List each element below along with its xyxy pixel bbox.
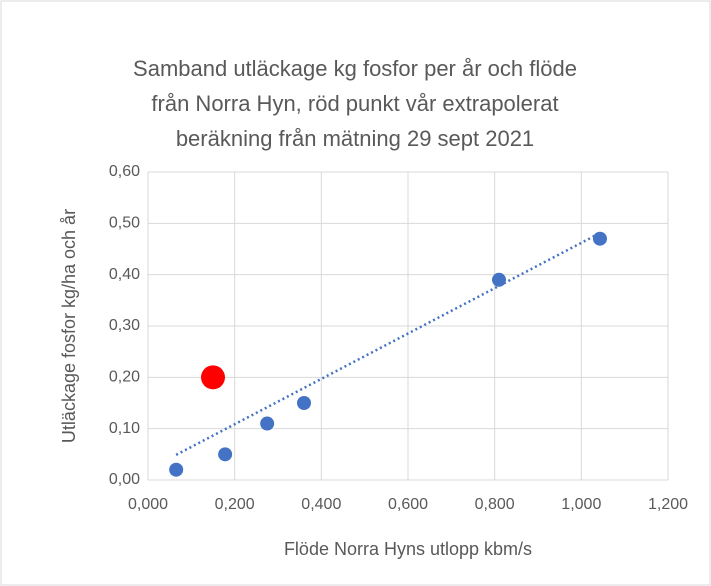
y-tick-label: 0,10 — [109, 420, 140, 437]
data-point — [592, 231, 607, 246]
x-axis-title: Flöde Norra Hyns utlopp kbm/s — [284, 539, 532, 559]
chart-title: Samband utläckage kg fosfor per år och f… — [133, 56, 577, 81]
data-point — [169, 462, 184, 477]
data-point — [297, 396, 311, 410]
x-tick-label: 0,800 — [475, 496, 515, 513]
y-axis-title: Utläckage fosfor kg/ha och år — [59, 209, 79, 443]
y-tick-label: 0,00 — [109, 471, 140, 488]
x-tick-label: 0,200 — [215, 496, 255, 513]
chart-title: beräkning från mätning 29 sept 2021 — [176, 126, 534, 151]
x-tick-label: 1,000 — [561, 496, 601, 513]
data-point — [260, 416, 275, 431]
x-tick-label: 0,000 — [128, 496, 168, 513]
x-tick-label: 0,400 — [301, 496, 341, 513]
y-tick-label: 0,20 — [109, 369, 140, 386]
y-tick-label: 0,40 — [109, 266, 140, 283]
x-tick-label: 1,200 — [648, 496, 688, 513]
data-point — [492, 272, 506, 287]
y-tick-label: 0,50 — [109, 215, 140, 232]
y-tick-label: 0,60 — [109, 163, 140, 180]
y-tick-label: 0,30 — [109, 317, 140, 334]
data-point — [218, 447, 233, 462]
chart-title: från Norra Hyn, röd punkt vår extrapoler… — [151, 91, 558, 116]
x-tick-label: 0,600 — [388, 496, 428, 513]
data-point — [201, 365, 225, 390]
